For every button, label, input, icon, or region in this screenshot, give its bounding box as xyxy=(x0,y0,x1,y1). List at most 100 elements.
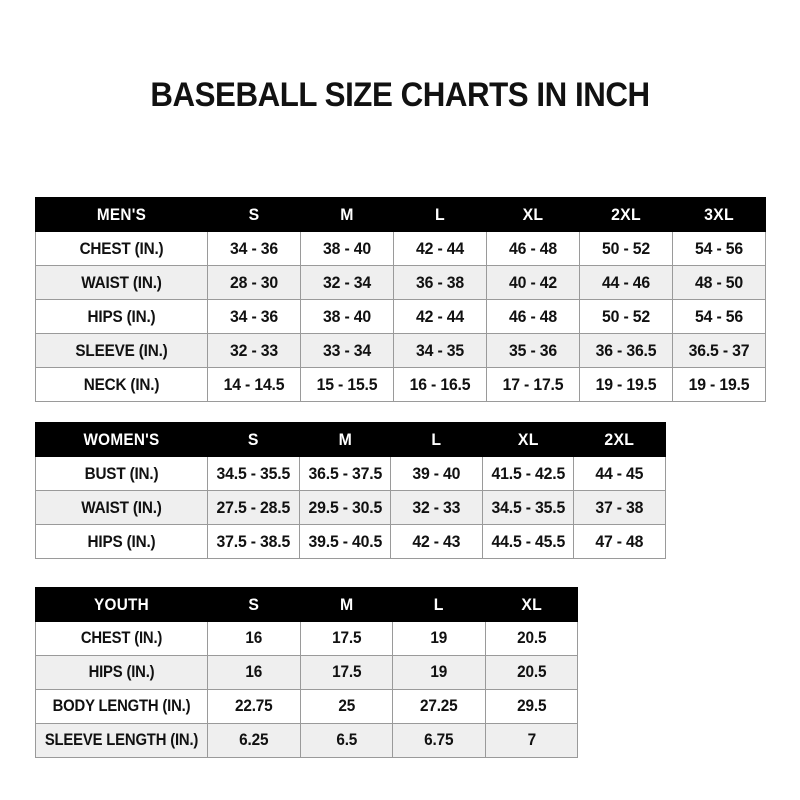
measurement-cell: 15 - 15.5 xyxy=(300,367,394,402)
measurement-cell: 46 - 48 xyxy=(486,299,580,334)
table-header-row: WOMEN'S S M L XL 2XL xyxy=(35,422,666,457)
table-category-header: MEN'S xyxy=(35,197,208,232)
table-row: BUST (IN.) 34.5 - 35.5 36.5 - 37.5 39 - 40 4… xyxy=(35,456,666,491)
mens-table-header: MEN'S S M L XL 2XL 3XL xyxy=(35,197,766,232)
measurement-cell: 35 - 36 xyxy=(486,333,580,368)
measurement-cell: 17.5 xyxy=(299,655,393,690)
measurement-cell: 25 xyxy=(299,689,393,724)
measurement-cell: 19 - 19.5 xyxy=(672,367,766,402)
measurement-cell: 50 - 52 xyxy=(579,299,673,334)
table-size-header-m: M xyxy=(300,197,394,232)
row-label: SLEEVE (IN.) xyxy=(35,333,208,368)
measurement-cell: 42 - 44 xyxy=(393,299,487,334)
table-size-header-xl: XL xyxy=(484,587,578,622)
measurement-cell: 14 - 14.5 xyxy=(207,367,301,402)
table-row: SLEEVE LENGTH (IN.) 6.25 6.5 6.75 7 xyxy=(35,723,578,758)
table-size-header-m: M xyxy=(299,587,393,622)
measurement-cell: 54 - 56 xyxy=(672,231,766,266)
measurement-cell: 20.5 xyxy=(484,655,578,690)
measurement-cell: 36.5 - 37.5 xyxy=(298,456,392,491)
youth-table-header: YOUTH S M L XL xyxy=(35,587,578,622)
table-header-row: YOUTH S M L XL xyxy=(35,587,578,622)
measurement-cell: 54 - 56 xyxy=(672,299,766,334)
womens-table-header: WOMEN'S S M L XL 2XL xyxy=(35,422,666,457)
page-title: BASEBALL SIZE CHARTS IN INCH xyxy=(150,76,650,114)
measurement-cell: 37 - 38 xyxy=(573,490,666,525)
table-row: WAIST (IN.) 28 - 30 32 - 34 36 - 38 40 - 42 4… xyxy=(35,265,766,300)
measurement-cell: 42 - 44 xyxy=(393,231,487,266)
table-size-header-l: L xyxy=(393,197,487,232)
measurement-cell: 32 - 33 xyxy=(390,490,483,525)
table-size-header-m: M xyxy=(298,422,392,457)
measurement-cell: 40 - 42 xyxy=(486,265,580,300)
measurement-cell: 50 - 52 xyxy=(579,231,673,266)
table-row: NECK (IN.) 14 - 14.5 15 - 15.5 16 - 16.5 17 … xyxy=(35,367,766,402)
youth-size-table: YOUTH S M L XL CHEST (IN.) 16 17.5 19 20.5 HIPS (… xyxy=(35,587,578,758)
measurement-cell: 34.5 - 35.5 xyxy=(481,490,575,525)
womens-table-body: BUST (IN.) 34.5 - 35.5 36.5 - 37.5 39 - 40 4… xyxy=(35,456,666,559)
measurement-cell: 32 - 34 xyxy=(300,265,394,300)
measurement-cell: 44.5 - 45.5 xyxy=(481,524,575,559)
measurement-cell: 39 - 40 xyxy=(390,456,483,491)
row-label: SLEEVE LENGTH (IN.) xyxy=(35,723,208,758)
measurement-cell: 48 - 50 xyxy=(672,265,766,300)
table-row: HIPS (IN.) 34 - 36 38 - 40 42 - 44 46 - 48 50… xyxy=(35,299,766,334)
table-row: CHEST (IN.) 16 17.5 19 20.5 xyxy=(35,621,578,656)
table-size-header-s: S xyxy=(207,422,300,457)
measurement-cell: 36 - 36.5 xyxy=(579,333,673,368)
measurement-cell: 34 - 36 xyxy=(207,231,301,266)
measurement-cell: 17 - 17.5 xyxy=(486,367,580,402)
table-size-header-s: S xyxy=(207,197,301,232)
measurement-cell: 44 - 46 xyxy=(579,265,673,300)
measurement-cell: 6.5 xyxy=(299,723,393,758)
youth-table-body: CHEST (IN.) 16 17.5 19 20.5 HIPS (IN.) 16 17.5 1… xyxy=(35,621,578,758)
row-label: CHEST (IN.) xyxy=(35,621,208,656)
measurement-cell: 16 xyxy=(207,621,301,656)
table-size-header-s: S xyxy=(207,587,301,622)
measurement-cell: 19 xyxy=(392,655,486,690)
measurement-cell: 16 - 16.5 xyxy=(393,367,487,402)
table-category-header: WOMEN'S xyxy=(35,422,208,457)
table-size-header-xl: XL xyxy=(481,422,575,457)
table-size-header-l: L xyxy=(390,422,483,457)
mens-table-body: CHEST (IN.) 34 - 36 38 - 40 42 - 44 46 - 48 5… xyxy=(35,231,766,402)
measurement-cell: 29.5 - 30.5 xyxy=(298,490,392,525)
measurement-cell: 34 - 35 xyxy=(393,333,487,368)
womens-size-table: WOMEN'S S M L XL 2XL BUST (IN.) 34.5 - 35.5 36.… xyxy=(35,422,666,559)
measurement-cell: 33 - 34 xyxy=(300,333,394,368)
measurement-cell: 41.5 - 42.5 xyxy=(481,456,575,491)
measurement-cell: 39.5 - 40.5 xyxy=(298,524,392,559)
measurement-cell: 44 - 45 xyxy=(573,456,666,491)
row-label: WAIST (IN.) xyxy=(35,490,208,525)
measurement-cell: 16 xyxy=(207,655,301,690)
measurement-cell: 47 - 48 xyxy=(573,524,666,559)
row-label: HIPS (IN.) xyxy=(35,299,208,334)
measurement-cell: 27.5 - 28.5 xyxy=(207,490,300,525)
measurement-cell: 28 - 30 xyxy=(207,265,301,300)
table-row: HIPS (IN.) 16 17.5 19 20.5 xyxy=(35,655,578,690)
table-size-header-3xl: 3XL xyxy=(672,197,766,232)
table-header-row: MEN'S S M L XL 2XL 3XL xyxy=(35,197,766,232)
table-row: HIPS (IN.) 37.5 - 38.5 39.5 - 40.5 42 - 43 4… xyxy=(35,524,666,559)
measurement-cell: 6.75 xyxy=(392,723,486,758)
table-row: CHEST (IN.) 34 - 36 38 - 40 42 - 44 46 - 48 5… xyxy=(35,231,766,266)
measurement-cell: 27.25 xyxy=(392,689,486,724)
table-row: WAIST (IN.) 27.5 - 28.5 29.5 - 30.5 32 - 33… xyxy=(35,490,666,525)
table-category-header: YOUTH xyxy=(35,587,208,622)
measurement-cell: 20.5 xyxy=(484,621,578,656)
mens-size-table: MEN'S S M L XL 2XL 3XL CHEST (IN.) 34 - 36 38 - … xyxy=(35,197,766,402)
table-size-header-xl: XL xyxy=(486,197,580,232)
measurement-cell: 36 - 38 xyxy=(393,265,487,300)
measurement-cell: 34.5 - 35.5 xyxy=(207,456,300,491)
row-label: HIPS (IN.) xyxy=(35,655,208,690)
measurement-cell: 38 - 40 xyxy=(300,299,394,334)
measurement-cell: 17.5 xyxy=(299,621,393,656)
measurement-cell: 6.25 xyxy=(207,723,301,758)
measurement-cell: 22.75 xyxy=(207,689,301,724)
table-size-header-l: L xyxy=(392,587,486,622)
measurement-cell: 37.5 - 38.5 xyxy=(207,524,300,559)
row-label: WAIST (IN.) xyxy=(35,265,208,300)
row-label: HIPS (IN.) xyxy=(35,524,208,559)
measurement-cell: 19 xyxy=(392,621,486,656)
